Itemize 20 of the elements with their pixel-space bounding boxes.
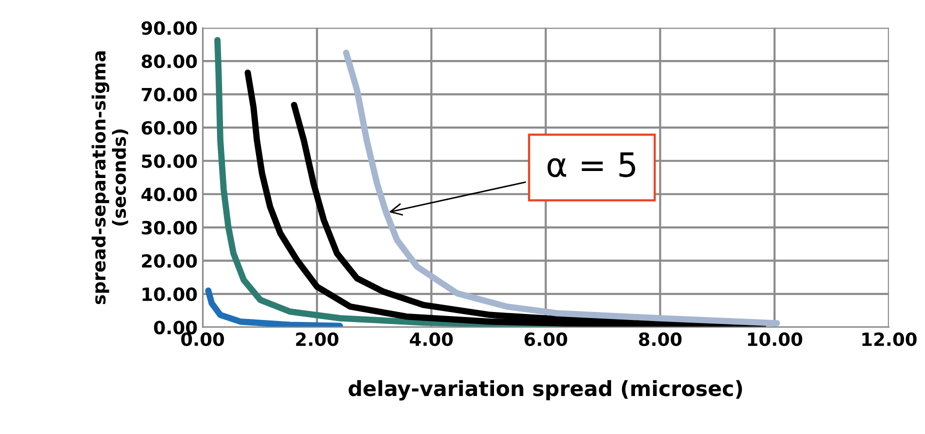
annotation: α = 5: [548, 152, 636, 178]
x-tick-label: 2.00: [296, 332, 338, 346]
y-tick-label: 10.00: [142, 287, 197, 302]
y-tick-label: 80.00: [142, 54, 197, 68]
x-axis-title: delay-variation spread (microsec): [348, 380, 742, 400]
x-tick-label: 0.00: [181, 332, 224, 346]
y-tick-label: 50.00: [142, 154, 197, 168]
x-tick-label: 6.00: [524, 332, 568, 346]
y-tick-label: 90.00: [142, 21, 197, 35]
y-tick-label: 60.00: [142, 121, 197, 135]
y-tick-label: 20.00: [142, 254, 197, 268]
y-tick-label: 70.00: [142, 88, 197, 102]
x-tick-label: 10.00: [748, 332, 802, 346]
y-axis-title: spread-separation-sigma (seconds): [92, 51, 128, 304]
y-tick-label: 40.00: [141, 188, 197, 202]
x-tick-label: 4.00: [410, 332, 453, 346]
x-tick-label: 12.00: [862, 332, 917, 346]
x-tick-label: 8.00: [638, 332, 682, 346]
y-tick-label: 0.00: [154, 320, 197, 334]
y-tick-label: 30.00: [142, 220, 197, 235]
